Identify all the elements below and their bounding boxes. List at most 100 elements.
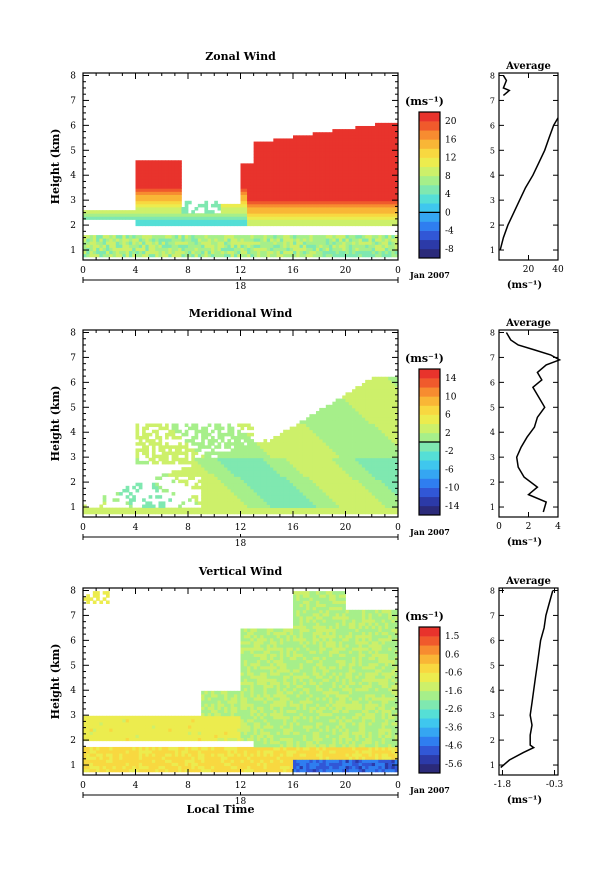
heatmap-cell xyxy=(348,154,353,158)
heatmap-cell xyxy=(325,448,330,452)
heatmap-cell xyxy=(99,507,104,512)
heatmap-cell xyxy=(355,188,360,192)
heatmap-cell xyxy=(125,510,130,515)
heatmap-cell xyxy=(279,178,284,183)
heatmap-cell xyxy=(256,442,261,446)
heatmap-cell xyxy=(335,132,340,136)
heatmap-cell xyxy=(240,467,245,471)
heatmap-cell xyxy=(361,451,366,456)
heatmap-cell xyxy=(352,241,356,245)
heatmap-cell xyxy=(361,439,366,443)
heatmap-cell xyxy=(270,464,274,468)
heatmap-cell xyxy=(247,166,251,171)
heatmap-cell xyxy=(302,141,307,146)
heatmap-cell xyxy=(361,417,366,421)
heatmap-cell xyxy=(345,178,350,183)
heatmap-cell xyxy=(375,414,379,418)
heatmap-cell xyxy=(109,210,113,214)
heatmap-cell xyxy=(345,213,350,217)
heatmap-cell xyxy=(391,185,396,189)
heatmap-cell xyxy=(266,207,271,211)
heatmap-cell xyxy=(276,498,281,502)
heatmap-cell xyxy=(309,188,314,192)
heatmap-cell xyxy=(260,178,264,183)
heatmap-cell xyxy=(378,207,382,211)
heatmap-cell xyxy=(276,175,281,180)
heatmap-cell xyxy=(128,213,133,217)
heatmap-cell xyxy=(270,194,274,199)
heatmap-cell xyxy=(214,488,218,493)
heatmap-cell xyxy=(194,222,199,227)
heatmap-cell xyxy=(361,470,366,474)
heatmap-cell xyxy=(338,417,343,421)
heatmap-cell xyxy=(256,157,261,161)
heatmap-cell xyxy=(345,507,350,512)
heatmap-cell xyxy=(266,467,271,471)
heatmap-cell xyxy=(368,435,373,440)
heatmap-cell xyxy=(283,460,287,465)
heatmap-cell xyxy=(338,420,343,424)
heatmap-cell xyxy=(286,185,291,189)
heatmap-cell xyxy=(375,141,379,146)
heatmap-cell xyxy=(322,448,327,452)
heatmap-cell xyxy=(253,182,258,186)
heatmap-cell xyxy=(204,216,209,220)
heatmap-cell xyxy=(145,213,150,217)
heatmap-cell xyxy=(293,169,297,174)
heatmap-cell xyxy=(142,510,146,515)
heatmap-cell xyxy=(256,451,261,456)
heatmap-cell xyxy=(184,442,189,446)
heatmap-cell xyxy=(338,479,343,484)
heatmap-cell xyxy=(394,507,398,512)
heatmap-cell xyxy=(322,488,327,493)
heatmap-cell xyxy=(378,163,382,167)
heatmap-cell xyxy=(125,488,130,493)
heatmap-cell xyxy=(207,423,212,428)
heatmap-cell xyxy=(384,182,389,186)
heatmap-cell xyxy=(286,253,291,258)
heatmap-cell xyxy=(243,166,248,171)
heatmap-cell xyxy=(342,182,346,186)
heatmap-cell xyxy=(365,407,369,412)
heatmap-cell xyxy=(217,216,222,220)
heatmap-cell xyxy=(345,175,350,180)
heatmap-cell xyxy=(342,492,346,496)
heatmap-cell xyxy=(299,429,304,434)
heatmap-cell xyxy=(230,460,235,465)
heatmap-cell xyxy=(247,197,251,202)
heatmap-cell xyxy=(214,241,218,245)
heatmap-cell xyxy=(309,244,314,248)
heatmap-cell xyxy=(355,467,360,471)
heatmap-cell xyxy=(299,182,304,186)
heatmap-cell xyxy=(384,191,389,195)
heatmap-cell xyxy=(119,241,123,245)
heatmap-cell xyxy=(289,473,294,477)
heatmap-cell xyxy=(283,216,287,220)
heatmap-cell xyxy=(312,216,317,220)
heatmap-cell xyxy=(394,150,398,155)
heatmap-cell xyxy=(381,445,386,449)
heatmap-cell xyxy=(315,175,320,180)
heatmap-cell xyxy=(302,235,307,239)
heatmap-cell xyxy=(270,163,274,167)
heatmap-cell xyxy=(230,507,235,512)
heatmap-cell xyxy=(260,244,264,248)
heatmap-cell xyxy=(286,219,291,223)
heatmap-cell xyxy=(204,495,209,499)
heatmap-cell xyxy=(329,417,333,421)
heatmap-cell xyxy=(263,492,268,496)
heatmap-cell xyxy=(210,495,215,499)
heatmap-cell xyxy=(358,197,363,202)
heatmap-cell xyxy=(260,247,264,252)
heatmap-cell xyxy=(371,445,376,449)
heatmap-cell xyxy=(335,207,340,211)
heatmap-cell xyxy=(155,423,159,428)
heatmap-cell xyxy=(302,166,307,171)
heatmap-cell xyxy=(309,210,314,214)
heatmap-cell xyxy=(342,197,346,202)
heatmap-cell xyxy=(365,467,369,471)
heatmap-cell xyxy=(299,510,304,515)
heatmap-cell xyxy=(247,445,251,449)
heatmap-cell xyxy=(125,501,130,505)
y-tick-label: 3 xyxy=(70,453,76,463)
